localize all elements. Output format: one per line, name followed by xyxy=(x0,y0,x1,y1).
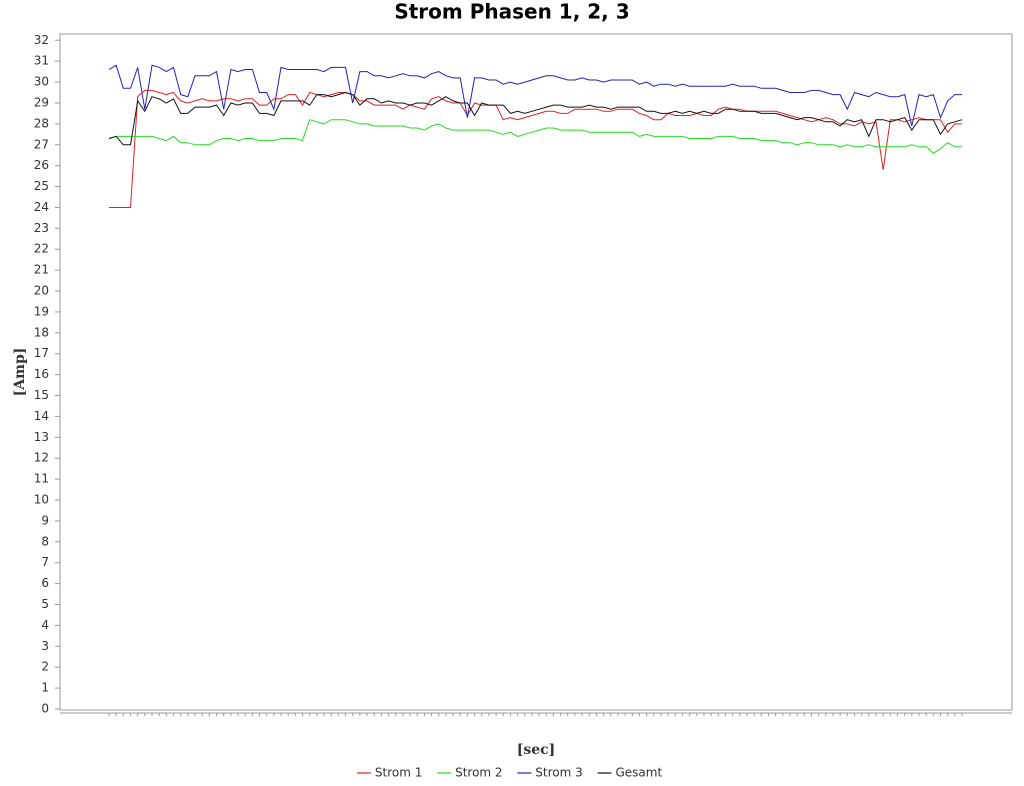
y-tick-label: 27 xyxy=(34,137,49,151)
x-axis-label: [sec] xyxy=(517,742,556,758)
y-tick-label: 13 xyxy=(34,430,49,444)
series-line xyxy=(109,89,962,208)
legend-label: Gesamt xyxy=(616,766,663,780)
y-tick-label: 10 xyxy=(34,493,49,507)
y-tick-label: 18 xyxy=(34,325,49,339)
series-line xyxy=(108,119,962,154)
y-tick-label: 12 xyxy=(34,451,49,465)
legend-label: Strom 3 xyxy=(535,766,582,780)
y-tick-label: 7 xyxy=(41,555,49,569)
y-axis-label: [Amp] xyxy=(12,348,28,397)
y-tick-label: 9 xyxy=(41,513,49,527)
y-tick-label: 20 xyxy=(34,284,49,298)
chart-title: Strom Phasen 1, 2, 3 xyxy=(394,0,629,24)
y-tick-label: 15 xyxy=(34,388,49,402)
y-tick-label: 24 xyxy=(34,200,49,214)
y-tick-label: 30 xyxy=(34,75,49,89)
legend-label: Strom 2 xyxy=(455,766,502,780)
y-tick-label: 1 xyxy=(41,681,49,695)
y-tick-label: 5 xyxy=(41,597,49,611)
y-tick-label: 8 xyxy=(41,534,49,548)
series-line xyxy=(108,64,962,127)
y-tick-label: 14 xyxy=(34,409,49,423)
y-tick-label: 21 xyxy=(34,263,49,277)
y-tick-label: 28 xyxy=(34,116,49,130)
legend-label: Strom 1 xyxy=(375,766,422,780)
y-tick-label: 19 xyxy=(34,304,49,318)
series-line xyxy=(108,91,963,146)
y-tick-label: 26 xyxy=(34,158,49,172)
y-tick-label: 16 xyxy=(34,367,49,381)
y-tick-label: 4 xyxy=(41,618,49,632)
y-tick-label: 6 xyxy=(41,576,49,590)
y-tick-label: 11 xyxy=(34,472,49,486)
y-tick-label: 25 xyxy=(34,179,49,193)
y-tick-label: 0 xyxy=(41,702,49,716)
y-tick-label: 32 xyxy=(34,33,49,47)
y-tick-label: 31 xyxy=(34,54,49,68)
y-tick-label: 22 xyxy=(34,242,49,256)
y-tick-label: 17 xyxy=(34,346,49,360)
y-tick-label: 23 xyxy=(34,221,49,235)
y-tick-label: 3 xyxy=(41,639,49,653)
y-tick-label: 29 xyxy=(34,95,49,109)
y-tick-label: 2 xyxy=(41,660,49,674)
